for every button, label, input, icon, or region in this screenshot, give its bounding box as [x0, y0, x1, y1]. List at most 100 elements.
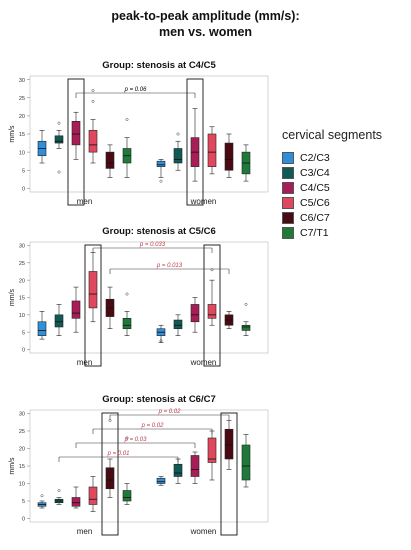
legend: cervical segments C2/C3 C3/C4 C4/C5 C5/C6 C6…: [282, 128, 407, 240]
y-tick-label: 25: [19, 261, 25, 267]
y-tick-label: 15: [19, 296, 25, 302]
y-tick-label: 10: [19, 482, 25, 488]
outlier-point: [176, 132, 180, 136]
legend-label: C5/C6: [300, 196, 330, 209]
plot-frame: [29, 241, 269, 354]
legend-swatch: [282, 226, 294, 239]
box: [224, 142, 234, 171]
legend-swatch: [282, 211, 294, 224]
legend-item: C5/C6: [282, 195, 407, 210]
box: [105, 467, 115, 490]
y-tick-label: 10: [19, 313, 25, 319]
y-tick-label: 25: [19, 429, 25, 435]
box: [54, 135, 64, 144]
y-tick-label: 5: [22, 499, 25, 505]
p-value-label: p = 0.033: [139, 242, 166, 248]
highlight-box: [186, 78, 204, 206]
outlier-point: [91, 99, 95, 103]
y-tick-label: 0: [22, 348, 25, 354]
box: [241, 324, 251, 331]
plot-frame: [29, 75, 269, 193]
legend-swatch: [282, 196, 294, 209]
y-tick-label: 30: [19, 244, 25, 250]
box: [190, 455, 200, 477]
legend-item: C6/C7: [282, 210, 407, 225]
y-tick-label: 0: [22, 517, 25, 523]
x-group-label: men: [77, 197, 93, 206]
outlier-point: [210, 268, 214, 272]
y-axis-label: mm/s: [9, 288, 16, 306]
outlier-point: [159, 339, 163, 343]
y-tick-label: 30: [19, 78, 25, 84]
x-group-label: women: [190, 358, 217, 367]
p-value-label: p = 0.01: [107, 451, 130, 457]
p-value-label: p = 0.02: [158, 409, 182, 415]
legend-items: C2/C3 C3/C4 C4/C5 C5/C6 C6/C7 C7/T1: [282, 150, 407, 240]
box: [88, 130, 98, 153]
y-tick-label: 5: [22, 168, 25, 174]
figure-title-line1: peak-to-peak amplitude (mm/s):: [111, 9, 300, 23]
panel-title: Group: stenosis at C4/C5: [102, 60, 216, 71]
box: [71, 497, 81, 507]
p-value-label: p = 0.06: [124, 87, 148, 93]
box: [190, 304, 200, 323]
legend-label: C7/T1: [300, 226, 329, 239]
p-value-label: p = 0.013: [156, 263, 183, 269]
legend-label: C3/C4: [300, 166, 330, 179]
legend-item: C2/C3: [282, 150, 407, 165]
legend-swatch: [282, 151, 294, 164]
y-tick-label: 15: [19, 132, 25, 138]
y-tick-label: 25: [19, 96, 25, 102]
box: [71, 300, 81, 319]
legend-label: C2/C3: [300, 151, 330, 164]
box: [173, 148, 183, 164]
outlier-point: [40, 494, 44, 498]
p-value-label: p = 0.02: [141, 423, 165, 429]
outlier-point: [57, 170, 61, 174]
legend-label: C6/C7: [300, 211, 330, 224]
highlight-box: [220, 412, 238, 536]
outlier-point: [91, 89, 95, 92]
y-tick-label: 20: [19, 278, 25, 284]
outlier-point: [244, 302, 248, 306]
box: [105, 151, 115, 169]
outlier-point: [125, 292, 129, 296]
highlight-box: [84, 244, 102, 367]
y-tick-label: 20: [19, 447, 25, 453]
y-axis-label: mm/s: [9, 125, 16, 143]
outlier-point: [159, 179, 163, 183]
box: [71, 121, 81, 146]
box: [88, 486, 98, 505]
p-value-label: p = 0.03: [124, 437, 148, 443]
outlier-point: [125, 118, 129, 121]
box: [173, 319, 183, 330]
box: [156, 477, 166, 484]
figure-title-line2: men vs. women: [158, 25, 253, 39]
x-group-label: men: [77, 358, 93, 367]
outlier-point: [57, 121, 61, 125]
legend-title: cervical segments: [282, 128, 383, 142]
y-tick-label: 10: [19, 150, 25, 156]
x-group-label: women: [190, 527, 217, 536]
box: [207, 437, 217, 463]
y-tick-label: 20: [19, 114, 25, 120]
box: [173, 463, 183, 477]
box: [207, 304, 217, 319]
y-tick-label: 30: [19, 412, 25, 418]
box: [88, 271, 98, 309]
highlight-box: [203, 244, 221, 367]
y-tick-label: 5: [22, 330, 25, 336]
legend-item: C4/C5: [282, 180, 407, 195]
highlight-box: [67, 78, 85, 206]
y-tick-label: 15: [19, 464, 25, 470]
x-group-label: men: [77, 527, 93, 536]
y-axis-label: mm/s: [9, 457, 16, 475]
highlight-box: [101, 412, 119, 536]
panel-title: Group: stenosis at C5/C6: [102, 226, 216, 237]
box: [224, 428, 234, 460]
box: [207, 133, 217, 167]
box: [156, 160, 166, 167]
legend-item: C3/C4: [282, 165, 407, 180]
outlier-point: [57, 489, 61, 492]
